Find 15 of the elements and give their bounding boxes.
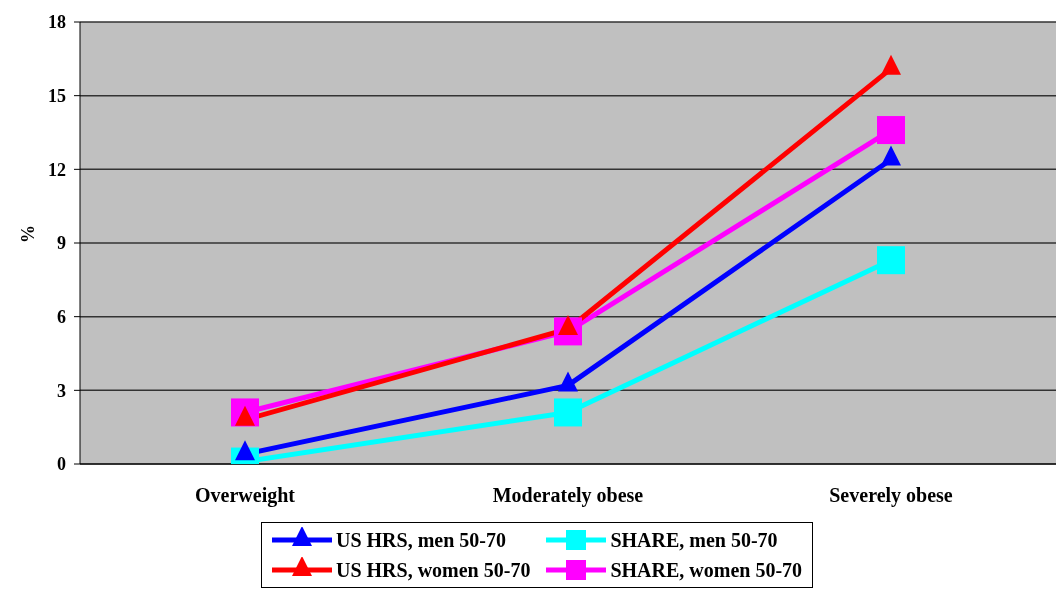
legend-label: SHARE, men 50-70 [610, 528, 778, 552]
x-tick-label: Moderately obese [492, 484, 644, 508]
legend-label: US HRS, women 50-70 [335, 558, 531, 582]
y-tick-label: 9 [57, 233, 66, 254]
x-tick-label: Overweight [195, 484, 296, 508]
y-axis-title: % [18, 225, 39, 243]
legend-label: US HRS, men 50-70 [335, 528, 506, 552]
y-tick-label: 12 [48, 159, 66, 180]
y-tick-label: 3 [57, 380, 66, 401]
x-tick-label: Severely obese [829, 484, 953, 508]
y-tick-label: 15 [48, 86, 66, 107]
y-tick-label: 18 [48, 12, 66, 33]
y-tick-label: 0 [57, 454, 66, 475]
y-tick-label: 6 [57, 307, 66, 328]
legend-label: SHARE, women 50-70 [610, 558, 803, 582]
